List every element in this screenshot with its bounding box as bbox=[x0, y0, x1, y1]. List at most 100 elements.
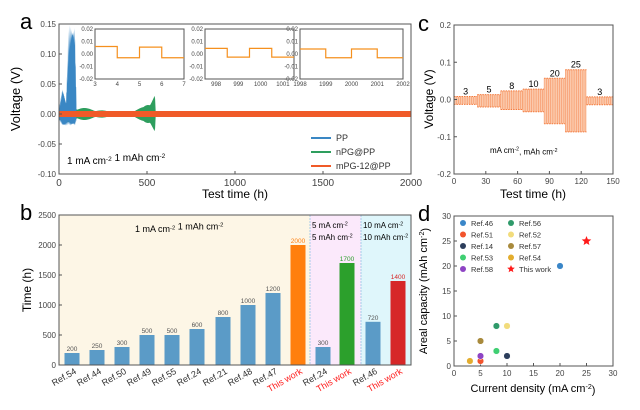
legend-marker bbox=[508, 243, 514, 249]
bar-value-label: 800 bbox=[218, 310, 229, 317]
bar-ref-46 bbox=[365, 321, 381, 365]
label-part: ) bbox=[592, 385, 596, 397]
voltage-segment bbox=[565, 69, 587, 132]
x-tick-label: 30 bbox=[481, 177, 490, 186]
panel-label-b: b bbox=[20, 200, 32, 225]
inset-x-tick-label: 4 bbox=[116, 82, 120, 88]
y-tick-label: 0.10 bbox=[40, 50, 56, 59]
bar-value-label: 600 bbox=[192, 322, 203, 329]
point-ref-53 bbox=[492, 347, 500, 355]
current-label: 10 bbox=[528, 79, 538, 89]
inset-x-tick-label: 5 bbox=[138, 82, 142, 88]
panel-label-c: c bbox=[418, 11, 429, 36]
text-part: 10 mAh cm bbox=[363, 233, 404, 242]
x-tick-label: 1000 bbox=[224, 178, 247, 189]
inset-x-tick-label: 2000 bbox=[345, 82, 359, 88]
x-tick-label: 10 bbox=[503, 369, 512, 378]
legend-label: Ref.51 bbox=[471, 231, 493, 240]
x-tick-label: 25 bbox=[582, 369, 591, 378]
inset-y-tick-label: 0.01 bbox=[81, 40, 93, 46]
x-tick-label: 1500 bbox=[312, 178, 335, 189]
point-ref-56 bbox=[492, 322, 500, 330]
inset-y-tick-label: -0.01 bbox=[284, 65, 298, 71]
legend-label: Ref.58 bbox=[471, 265, 493, 274]
x-axis-label: Current density (mA cm-2) bbox=[471, 383, 596, 397]
voltage-segment bbox=[544, 78, 566, 124]
y-tick-label: 10 bbox=[442, 312, 451, 321]
x-tick-label: 15 bbox=[529, 369, 538, 378]
superscript: -2 bbox=[514, 147, 519, 153]
inset-y-tick-label: -0.02 bbox=[79, 77, 93, 83]
y-tick-label: -0.1 bbox=[437, 133, 451, 142]
bar-value-label: 250 bbox=[92, 343, 103, 350]
y-tick-label: 0.15 bbox=[40, 20, 56, 29]
current-label: 25 bbox=[571, 60, 581, 70]
inset-y-tick-label: 0.02 bbox=[81, 27, 93, 33]
inset-x-tick-label: 1000 bbox=[254, 82, 268, 88]
group-current-label: 5 mA cm-2 bbox=[312, 221, 348, 230]
superscript: -2 bbox=[159, 153, 165, 160]
legend-marker bbox=[460, 220, 466, 226]
legend-marker bbox=[460, 254, 466, 261]
category-label: Ref.21 bbox=[201, 366, 229, 388]
text-part: 1 mA cm bbox=[67, 156, 106, 167]
label-part: Current density (mA cm bbox=[471, 383, 586, 395]
legend-marker bbox=[508, 220, 514, 226]
bar-ref-44 bbox=[89, 350, 105, 365]
text-part: 1 mAh cm bbox=[175, 221, 218, 231]
x-tick-label: 2000 bbox=[400, 178, 423, 189]
text-part: 5 mAh cm bbox=[312, 233, 348, 242]
bar-ref-48 bbox=[240, 305, 256, 365]
x-tick-label: 0 bbox=[452, 177, 457, 186]
legend-label: Ref.52 bbox=[519, 231, 541, 240]
y-tick-label: 25 bbox=[442, 237, 451, 246]
legend-label: Ref.53 bbox=[471, 254, 493, 263]
legend-marker bbox=[508, 254, 514, 261]
x-tick-label: 0 bbox=[452, 369, 457, 378]
superscript: -2 bbox=[553, 148, 558, 154]
inset-x-tick-label: 7 bbox=[182, 82, 186, 88]
y-tick-label: 1000 bbox=[38, 301, 56, 310]
x-tick-label: 500 bbox=[139, 178, 156, 189]
series-mpg-12-pp bbox=[59, 111, 411, 117]
legend-label: mPG-12@PP bbox=[336, 161, 391, 171]
label-part: ) bbox=[420, 228, 432, 232]
x-tick-label: 30 bbox=[609, 369, 618, 378]
x-tick-label: 60 bbox=[513, 177, 522, 186]
text-part: mA cm bbox=[490, 146, 515, 155]
text-part: , mAh cm bbox=[519, 147, 553, 156]
y-tick-label: -0.2 bbox=[437, 170, 451, 179]
inset-x-tick-label: 1998 bbox=[293, 82, 307, 88]
y-tick-label: 0.1 bbox=[440, 58, 452, 67]
bar-value-label: 2000 bbox=[291, 238, 306, 245]
x-tick-label: 90 bbox=[545, 177, 554, 186]
inset-y-tick-label: 0.00 bbox=[286, 52, 298, 58]
x-tick-label: 20 bbox=[556, 369, 565, 378]
inset-y-tick-label: 0.02 bbox=[286, 27, 298, 33]
point-ref-14 bbox=[503, 352, 511, 360]
legend-label: Ref.14 bbox=[471, 242, 493, 251]
superscript: -2 bbox=[343, 222, 348, 228]
label-part: -2 bbox=[585, 383, 591, 391]
y-tick-label: 15 bbox=[442, 287, 451, 296]
y-tick-label: 30 bbox=[442, 212, 451, 221]
x-axis-label: Test time (h) bbox=[202, 187, 268, 201]
bar-value-label: 1400 bbox=[391, 274, 406, 281]
text-part: 1 mA cm bbox=[135, 224, 170, 234]
legend-label: Ref.46 bbox=[471, 219, 493, 228]
text-part: 1 mAh cm bbox=[112, 153, 160, 164]
superscript: -2 bbox=[218, 223, 223, 229]
bar-ref-47 bbox=[265, 293, 281, 365]
y-tick-label: 2500 bbox=[38, 211, 56, 220]
legend-label: PP bbox=[336, 133, 348, 143]
group-capacity-label: 5 mAh cm-2 bbox=[312, 233, 353, 242]
point-ref-54 bbox=[466, 357, 474, 365]
current-label: 3 bbox=[463, 87, 468, 97]
y-tick-label: 0.05 bbox=[40, 80, 56, 89]
group-condition-label: 1 mA cm-2 1 mAh cm-2 bbox=[135, 221, 223, 234]
inset-x-tick-label: 999 bbox=[233, 82, 244, 88]
point-this-work bbox=[581, 236, 592, 245]
y-tick-label: 0.0 bbox=[440, 96, 452, 105]
inset-y-tick-label: 0.02 bbox=[191, 27, 203, 33]
bar-ref-24 bbox=[315, 347, 331, 365]
